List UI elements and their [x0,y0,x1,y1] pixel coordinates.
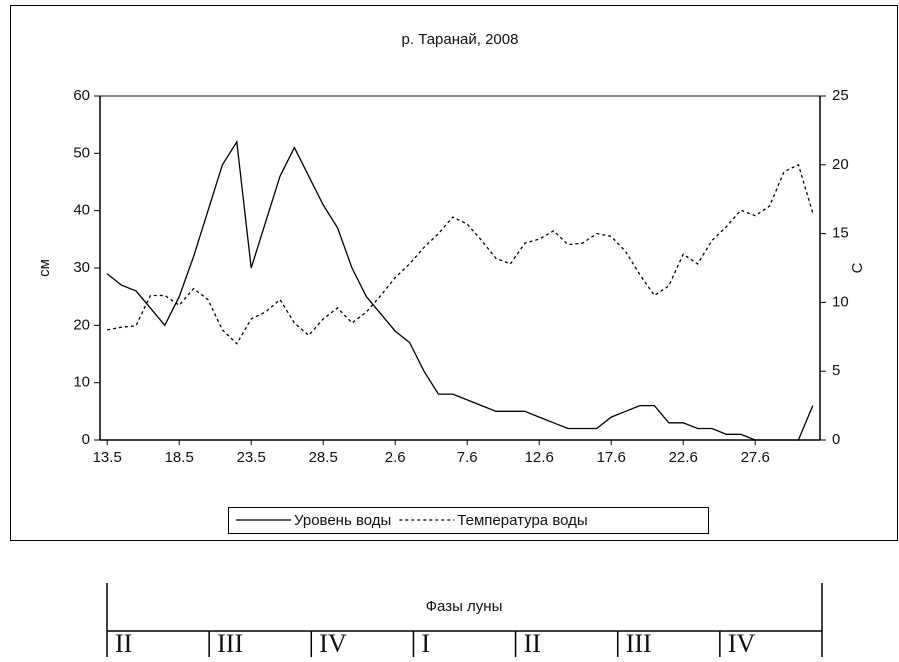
x-tick-label: 13.5 [93,449,122,466]
moon-phase: II [524,629,541,657]
chart-title: р. Таранай, 2008 [402,31,519,48]
x-tick-label: 2.6 [385,449,406,466]
y-tick-label: 0 [82,431,90,448]
legend-label: Уровень воды [294,512,391,529]
y-tick-label: 20 [73,316,90,333]
x-tick-label: 17.6 [597,449,626,466]
line-series [107,163,814,345]
moon-phase: IV [728,629,756,657]
x-tick-label: 28.5 [309,449,338,466]
y2-tick-label: 5 [832,362,840,379]
x-tick-label: 23.5 [237,449,266,466]
line-series [106,139,814,441]
x-tick-label: 27.6 [741,449,770,466]
moon-phase: I [421,629,430,657]
legend-box [228,507,709,534]
y2-axis-label: С [849,262,866,273]
moon-phase: II [115,629,132,657]
legend-label: Температура воды [457,512,587,529]
y-axis-label: см [36,259,53,277]
y-tick-label: 50 [73,144,90,161]
x-tick-label: 12.6 [525,449,554,466]
moon-phase: IV [319,629,347,657]
y-tick-label: 30 [73,259,90,276]
moon-phase: III [626,629,652,657]
table-title: Фазы луны [426,598,503,615]
legend: Уровень воды Температура воды [228,507,709,534]
y2-tick-label: 25 [832,87,849,104]
y2-tick-label: 15 [832,225,849,242]
moon-table: Фазы луны II III IV I II III IV [106,583,823,658]
x-tick-label: 7.6 [457,449,478,466]
y2-tick-label: 10 [832,293,849,310]
y2-tick-label: 20 [832,156,849,173]
moon-phase: III [217,629,243,657]
chart-frame [10,5,898,541]
x-tick-label: 18.5 [165,449,194,466]
y2-tick-label: 0 [832,431,840,448]
y-tick-label: 60 [73,87,90,104]
x-tick-label: 22.6 [669,449,698,466]
y-tick-label: 40 [73,202,90,219]
y-tick-label: 10 [73,374,90,391]
